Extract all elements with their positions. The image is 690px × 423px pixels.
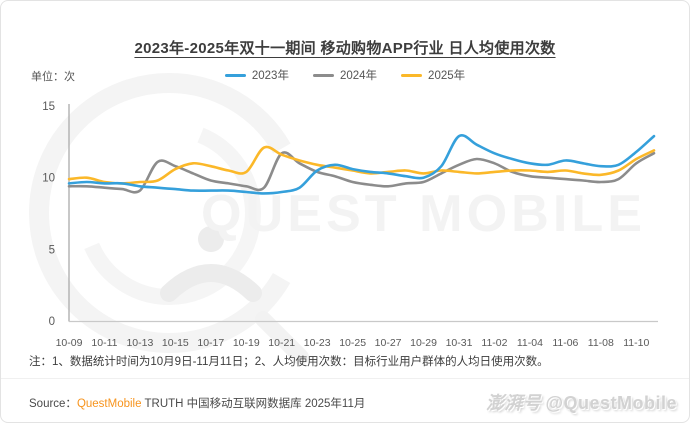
- legend-item-2023: 2023年: [224, 67, 289, 83]
- unit-label: 单位：次: [31, 71, 75, 83]
- svg-text:10-21: 10-21: [268, 337, 295, 349]
- platform-watermark-en: @QuestMobile: [545, 393, 677, 413]
- source-label: Source：: [29, 398, 77, 410]
- svg-text:15: 15: [42, 101, 55, 113]
- svg-text:11-06: 11-06: [552, 337, 578, 349]
- svg-text:10-11: 10-11: [91, 337, 117, 349]
- svg-text:10-23: 10-23: [304, 337, 331, 349]
- x-axis-ticks: 10-09 10-11 10-13 10-15 10-17 10-19 10-21 10-23…: [56, 337, 650, 349]
- legend-label-2025: 2025年: [428, 70, 466, 82]
- page-title: 2023年-2025年双十一期间 移动购物APP行业 日人均使用次数: [134, 40, 556, 57]
- svg-text:10-09: 10-09: [56, 337, 83, 349]
- logo-tail: [255, 311, 309, 365]
- line-2025年: [67, 145, 656, 185]
- legend-item-2024: 2024年: [312, 67, 378, 83]
- source-rest: TRUTH 中国移动互联网数据库 2025年11月: [141, 398, 366, 410]
- svg-text:11-04: 11-04: [517, 337, 543, 349]
- legend-dash-2025: [401, 73, 423, 77]
- legend: 2023年 2024年 2025年: [1, 67, 689, 83]
- y-axis-ticks: 0 5 10 15: [42, 101, 55, 328]
- svg-text:10-27: 10-27: [375, 337, 402, 349]
- source-line: Source：QuestMobile TRUTH 中国移动互联网数据库 2025…: [29, 395, 365, 411]
- footnote: 注：1、数据统计时间为10月9日-11月11日；2、人均使用次数：目标行业用户群…: [29, 356, 549, 368]
- legend-dash-2024: [312, 73, 334, 77]
- questmobile-logo-watermark: [29, 73, 309, 365]
- platform-watermark-cn: 澎湃号: [485, 393, 542, 413]
- series-lines: [67, 134, 656, 195]
- svg-text:10: 10: [42, 173, 55, 185]
- svg-text:10-25: 10-25: [339, 337, 366, 349]
- svg-text:11-02: 11-02: [481, 337, 507, 349]
- svg-text:5: 5: [49, 244, 55, 256]
- svg-text:10-13: 10-13: [126, 337, 153, 349]
- legend-label-2024: 2024年: [339, 70, 378, 82]
- legend-dash-2023: [224, 73, 246, 77]
- svg-text:11-08: 11-08: [588, 337, 614, 349]
- footer-divider: [1, 378, 689, 379]
- source-brand: QuestMobile: [76, 398, 142, 410]
- line-2024年: [67, 151, 656, 194]
- platform-watermark: 澎湃号 @QuestMobile: [486, 389, 677, 415]
- questmobile-text-watermark: QUEST MOBILE: [201, 185, 646, 243]
- svg-text:10-29: 10-29: [410, 337, 437, 349]
- legend-item-2025: 2025年: [401, 67, 465, 83]
- svg-text:10-19: 10-19: [233, 337, 260, 349]
- line-2023年: [67, 134, 656, 195]
- svg-text:10-31: 10-31: [446, 337, 473, 349]
- svg-text:10-15: 10-15: [162, 337, 189, 349]
- person-body-icon: [160, 264, 262, 302]
- svg-text:10-17: 10-17: [197, 337, 224, 349]
- legend-label-2023: 2023年: [251, 70, 289, 82]
- svg-text:0: 0: [49, 316, 55, 328]
- svg-text:11-10: 11-10: [623, 337, 649, 349]
- person-head-icon: [198, 226, 224, 252]
